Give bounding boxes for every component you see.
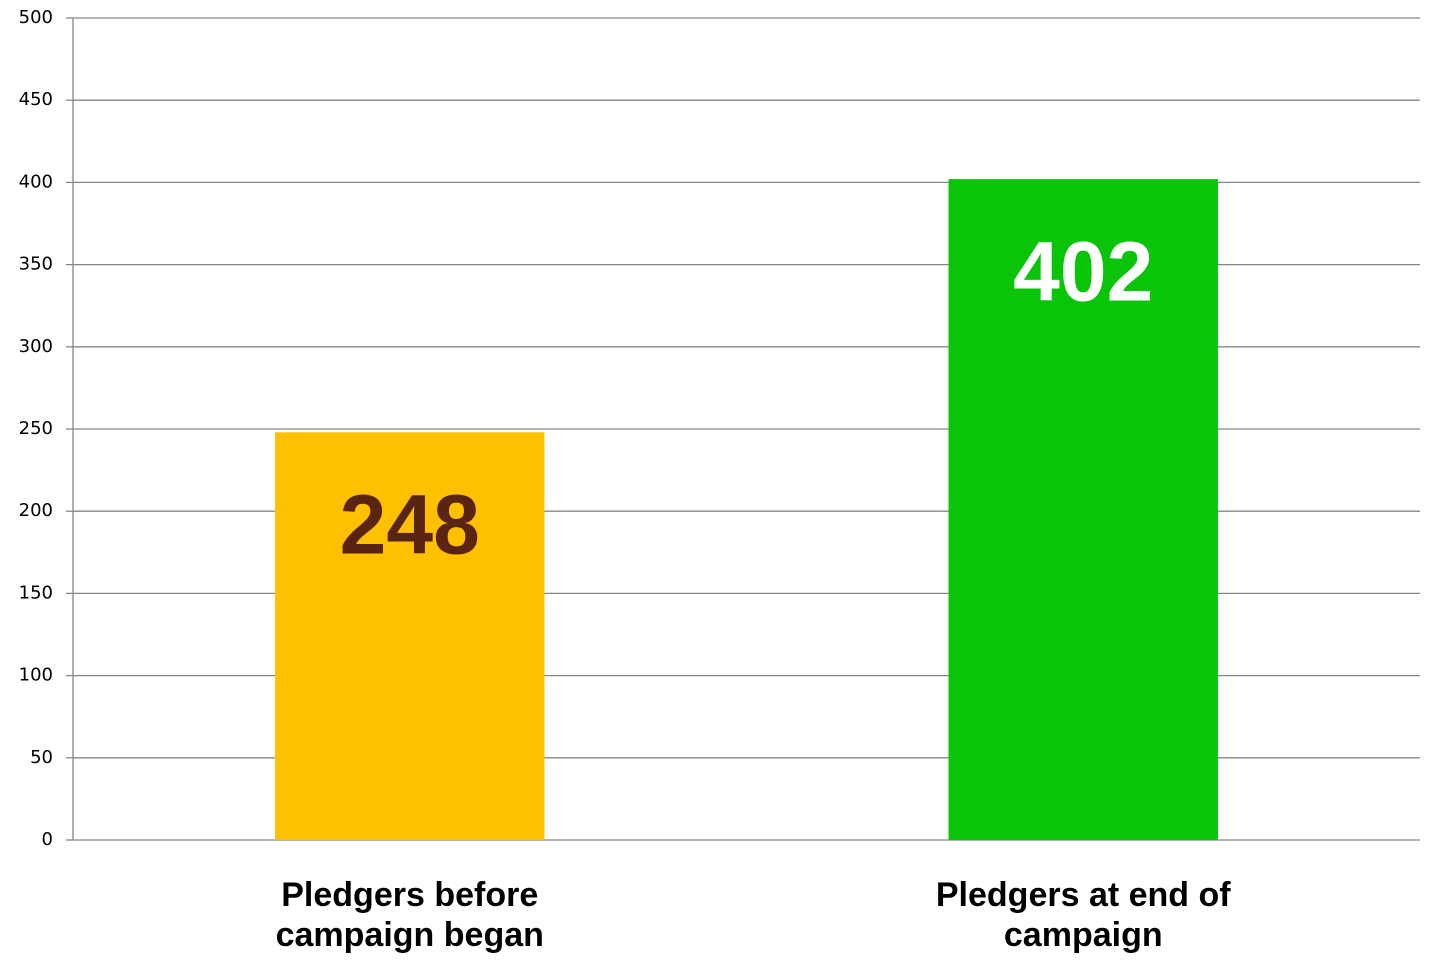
data-label: 248 (340, 477, 480, 571)
y-tick-label: 150 (19, 582, 53, 603)
y-tick-label: 500 (19, 7, 53, 28)
y-tick-label: 350 (19, 254, 53, 275)
bar (275, 432, 545, 840)
y-tick-label: 200 (19, 500, 53, 521)
data-label: 402 (1013, 224, 1153, 318)
bar (948, 179, 1218, 840)
y-tick-label: 50 (30, 747, 53, 768)
y-tick-label: 450 (19, 89, 53, 110)
y-tick-label: 300 (19, 336, 53, 357)
x-tick-label: Pledgers before campaign began (275, 876, 544, 954)
y-tick-label: 400 (19, 171, 53, 192)
y-tick-label: 0 (42, 829, 53, 850)
y-tick-label: 100 (19, 665, 53, 686)
x-tick-label: Pledgers at end of campaign (935, 876, 1231, 954)
y-tick-label: 250 (19, 418, 53, 439)
